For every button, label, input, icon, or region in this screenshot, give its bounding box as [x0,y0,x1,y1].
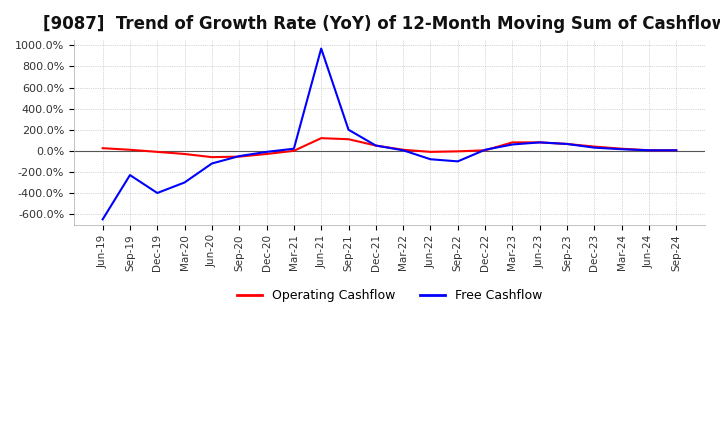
Operating Cashflow [180,151,189,157]
Operating Cashflow [536,140,544,145]
Operating Cashflow [563,141,572,147]
Free Cashflow [617,147,626,152]
Line: Operating Cashflow: Operating Cashflow [103,138,676,157]
Free Cashflow [399,148,408,153]
Free Cashflow [536,140,544,145]
Operating Cashflow [235,154,243,159]
Operating Cashflow [372,143,380,148]
Free Cashflow [126,172,135,178]
Free Cashflow [644,148,653,153]
Free Cashflow [289,146,298,151]
Free Cashflow [180,180,189,185]
Operating Cashflow [126,147,135,152]
Free Cashflow [99,217,107,222]
Free Cashflow [235,154,243,159]
Free Cashflow [672,148,680,153]
Free Cashflow [317,46,325,51]
Operating Cashflow [99,146,107,151]
Operating Cashflow [672,148,680,153]
Free Cashflow [508,142,517,147]
Operating Cashflow [617,146,626,151]
Operating Cashflow [508,140,517,145]
Free Cashflow [481,147,490,152]
Operating Cashflow [344,136,353,142]
Legend: Operating Cashflow, Free Cashflow: Operating Cashflow, Free Cashflow [232,284,547,307]
Operating Cashflow [399,147,408,152]
Operating Cashflow [590,144,599,149]
Operating Cashflow [262,151,271,157]
Operating Cashflow [644,148,653,153]
Operating Cashflow [454,149,462,154]
Free Cashflow [590,145,599,150]
Free Cashflow [563,141,572,147]
Operating Cashflow [481,148,490,153]
Operating Cashflow [289,148,298,154]
Free Cashflow [344,127,353,132]
Free Cashflow [207,161,216,166]
Free Cashflow [454,159,462,164]
Operating Cashflow [317,136,325,141]
Operating Cashflow [426,149,435,154]
Title: [9087]  Trend of Growth Rate (YoY) of 12-Month Moving Sum of Cashflows: [9087] Trend of Growth Rate (YoY) of 12-… [42,15,720,33]
Free Cashflow [372,143,380,148]
Free Cashflow [262,149,271,154]
Operating Cashflow [207,154,216,160]
Free Cashflow [426,157,435,162]
Free Cashflow [153,191,161,196]
Line: Free Cashflow: Free Cashflow [103,48,676,220]
Operating Cashflow [153,149,161,154]
